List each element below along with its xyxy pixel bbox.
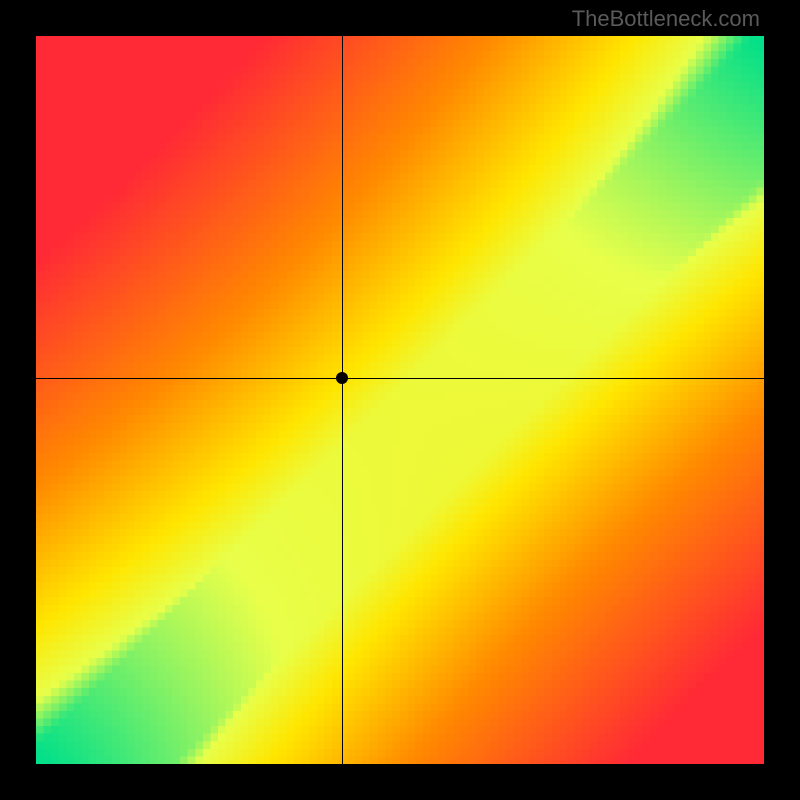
plot-frame: [36, 36, 764, 764]
watermark-text: TheBottleneck.com: [572, 6, 760, 32]
crosshair-horizontal: [36, 378, 764, 379]
bottleneck-heatmap: [36, 36, 764, 764]
selection-marker: [336, 372, 348, 384]
crosshair-vertical: [342, 36, 343, 764]
